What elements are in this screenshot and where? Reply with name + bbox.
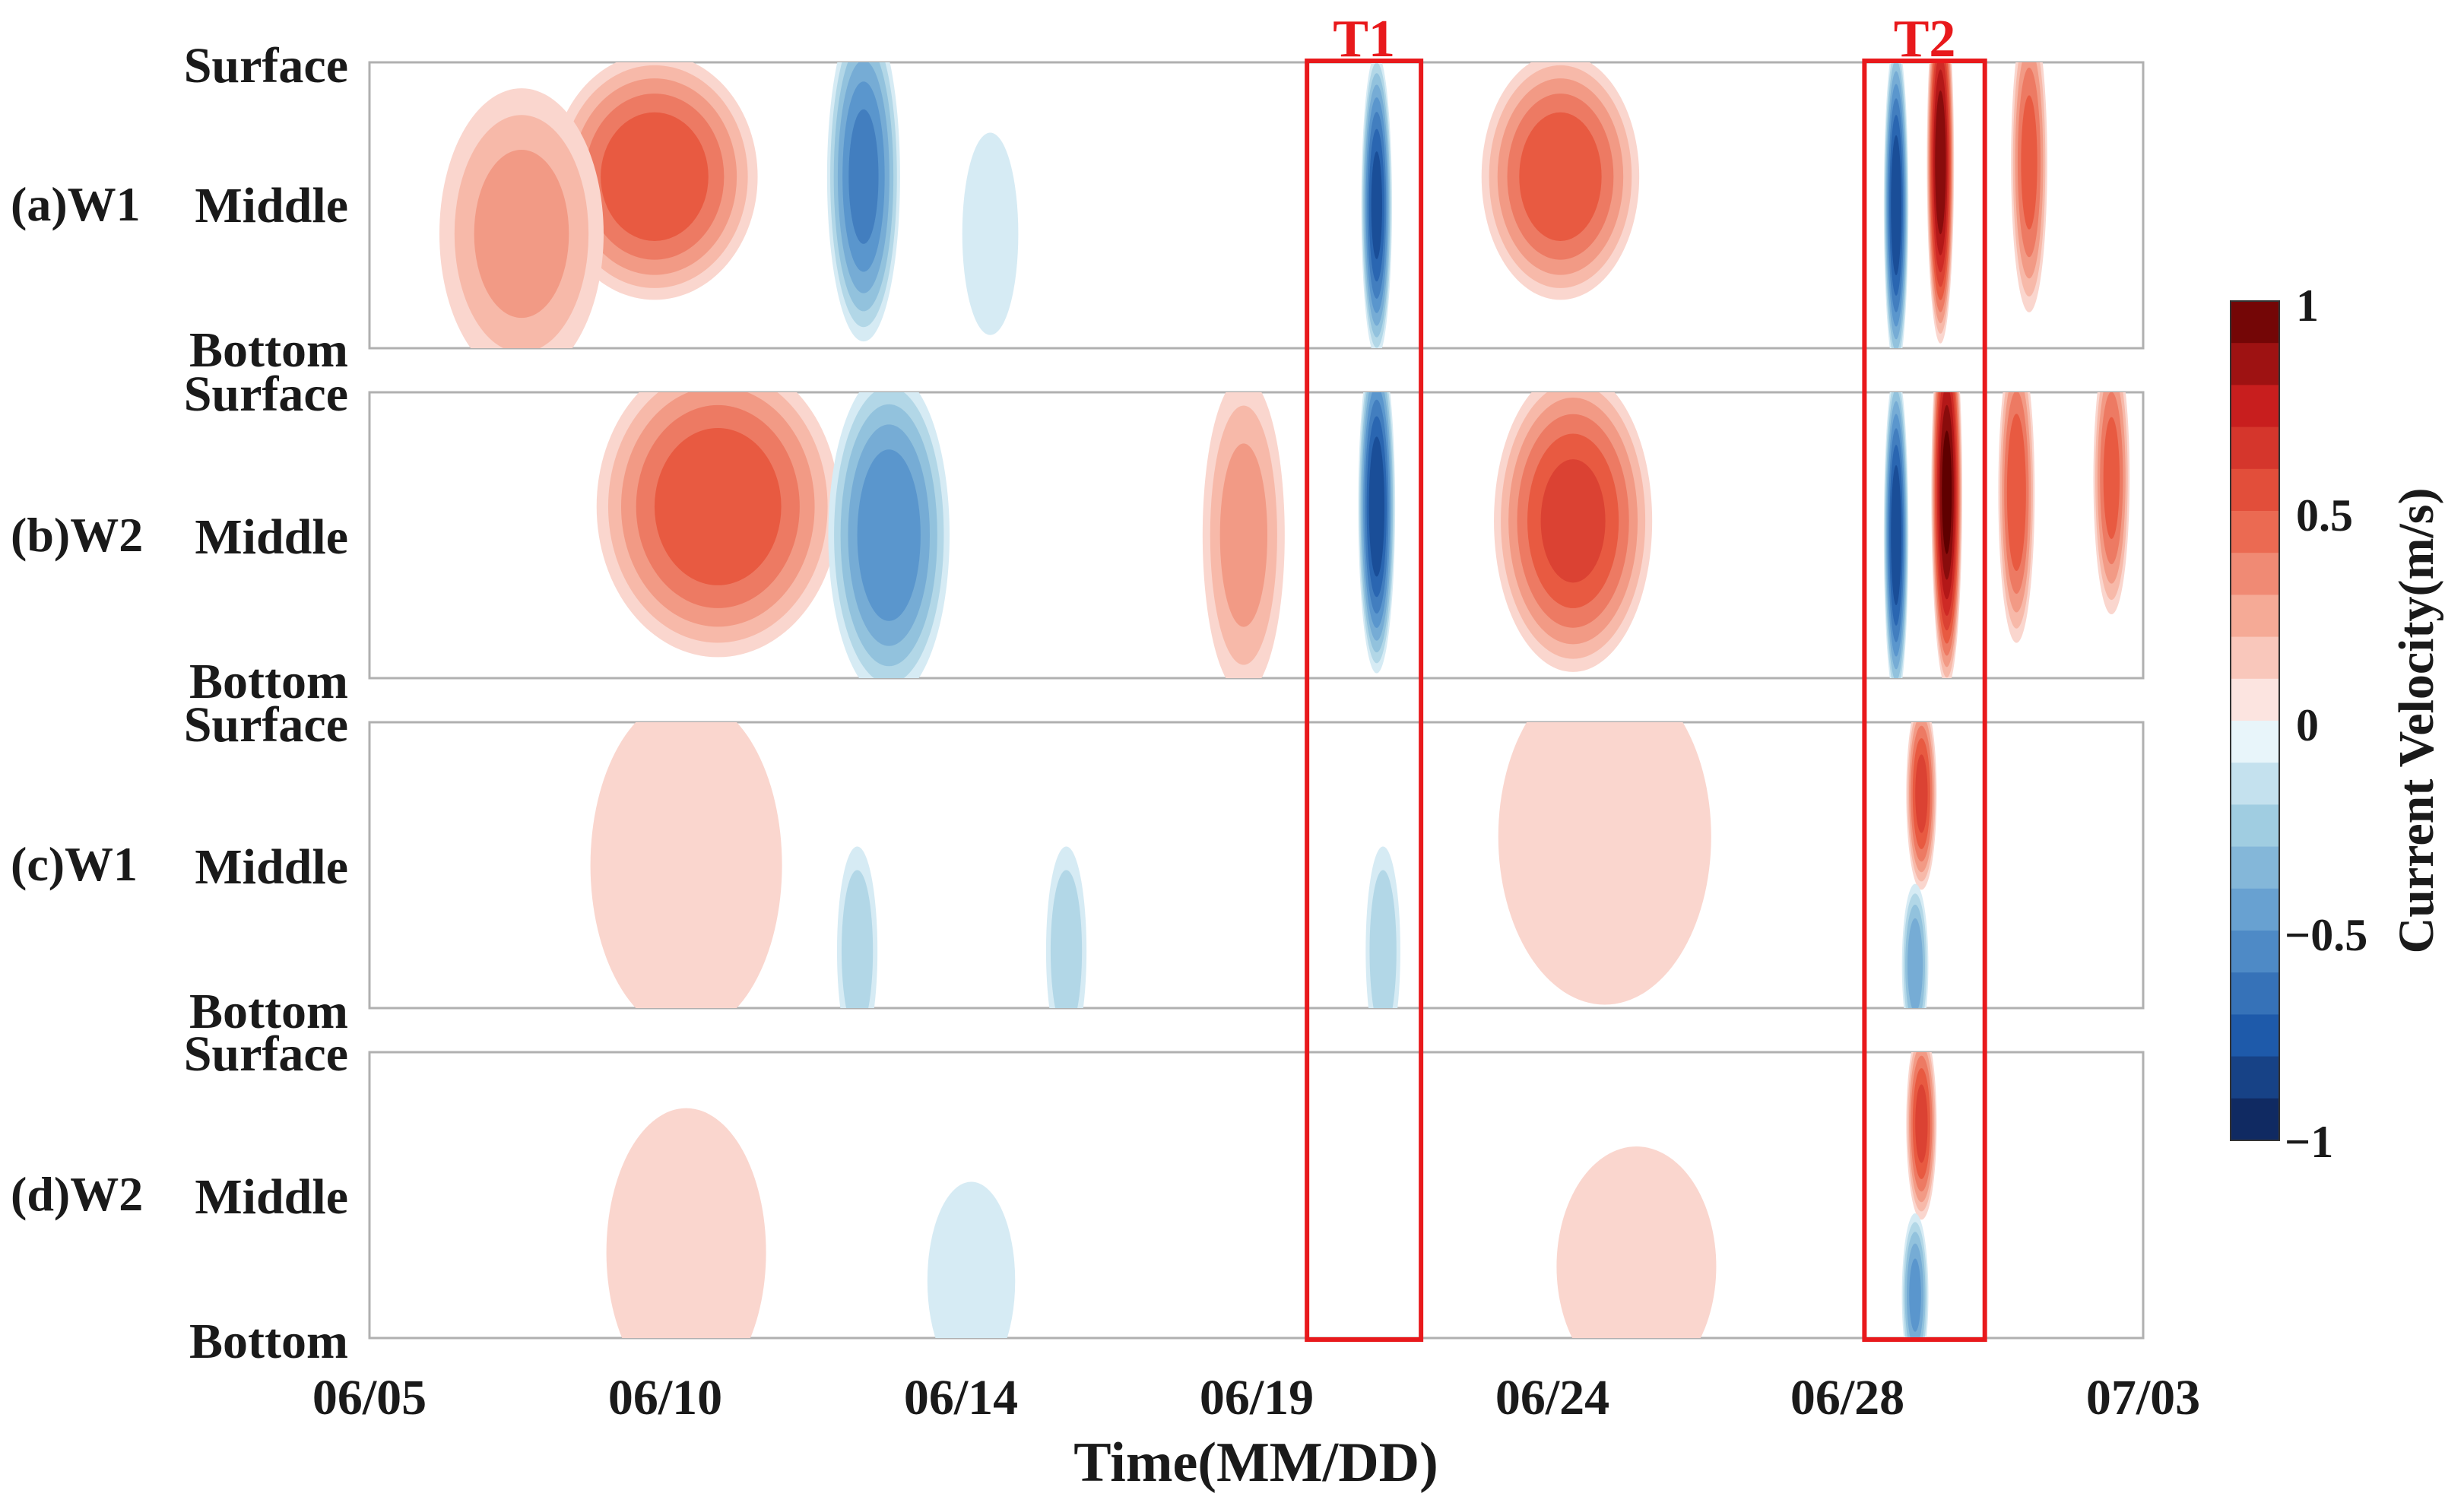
panel-c: (c)W1 Surface Middle Bottom bbox=[11, 697, 2145, 1039]
panel-c-ytick-middle: Middle bbox=[195, 839, 348, 895]
panel-b-contours bbox=[596, 392, 2130, 678]
colorbar-tick-label: −0.5 bbox=[2285, 910, 2367, 960]
x-tick-label: 06/10 bbox=[608, 1370, 722, 1425]
colorbar-level bbox=[2231, 972, 2279, 1015]
colorbar-frame bbox=[2230, 300, 2280, 1141]
colorbar-level bbox=[2231, 301, 2279, 344]
panel-a-label: (a)W1 bbox=[11, 177, 141, 231]
contour-level-c bbox=[1498, 722, 1711, 1005]
panel-d-ytick-bottom: Bottom bbox=[189, 1314, 348, 1369]
panel-d-contours bbox=[606, 1052, 1937, 1338]
panel-a: (a)W1 Surface Middle Bottom bbox=[11, 38, 2145, 378]
contour-level-b bbox=[1891, 465, 1901, 606]
contour-level-a bbox=[1519, 112, 1602, 241]
colorbar-level bbox=[2231, 1014, 2279, 1057]
panel-c-label: (c)W1 bbox=[11, 837, 138, 891]
panel-a-contours bbox=[439, 62, 2047, 348]
panel-b-ytick-bottom: Bottom bbox=[189, 654, 348, 709]
colorbar-level bbox=[2231, 468, 2279, 512]
highlight-label-t1: T1 bbox=[1333, 10, 1395, 68]
colorbar-level bbox=[2231, 343, 2279, 385]
x-tick-label: 07/03 bbox=[2086, 1370, 2200, 1425]
contour-level-c bbox=[1050, 870, 1083, 1008]
highlight-box-t1 bbox=[1305, 59, 1424, 1342]
panel-b-label: (b)W2 bbox=[11, 508, 143, 562]
contour-level-a bbox=[1891, 135, 1901, 276]
contour-level-b bbox=[1942, 430, 1952, 554]
panel-d-ytick-middle: Middle bbox=[195, 1169, 348, 1225]
panel-d-label: (d)W2 bbox=[11, 1167, 143, 1221]
contour-level-d bbox=[1556, 1146, 1717, 1338]
highlight-box-t2 bbox=[1862, 59, 1987, 1342]
colorbar: 1 0.5 0 −0.5 −1 Current Velocity(m/s) bbox=[2230, 281, 2444, 1167]
contour-level-c bbox=[1915, 754, 1928, 833]
panel-c-ytick-surface: Surface bbox=[184, 697, 348, 753]
colorbar-level bbox=[2231, 595, 2279, 638]
x-tick-label: 06/19 bbox=[1200, 1370, 1314, 1425]
highlight-boxes: T1 T2 bbox=[1305, 10, 1987, 1342]
contour-level-b bbox=[654, 428, 782, 585]
contour-level-a bbox=[1935, 90, 1946, 235]
panel-c-ytick-bottom: Bottom bbox=[189, 984, 348, 1039]
colorbar-tick-label: −1 bbox=[2285, 1117, 2333, 1167]
colorbar-title: Current Velocity(m/s) bbox=[2389, 488, 2444, 954]
x-axis: 06/05 06/10 06/14 06/19 06/24 06/28 07/0… bbox=[312, 1370, 2200, 1494]
x-tick-label: 06/24 bbox=[1495, 1370, 1609, 1425]
colorbar-level bbox=[2231, 385, 2279, 428]
contour-level-d bbox=[606, 1108, 766, 1338]
contour-level-a bbox=[2021, 95, 2037, 230]
colorbar-level bbox=[2231, 721, 2279, 763]
colorbar-level bbox=[2231, 1098, 2279, 1141]
contour-level-c bbox=[590, 722, 782, 1008]
x-tick-label: 06/14 bbox=[904, 1370, 1018, 1425]
contour-level-c bbox=[1907, 918, 1923, 1008]
x-tick-label: 06/05 bbox=[312, 1370, 427, 1425]
contour-level-c bbox=[841, 870, 874, 1008]
contour-level-b bbox=[1219, 443, 1268, 627]
panel-b-ytick-middle: Middle bbox=[195, 509, 348, 565]
highlight-label-t2: T2 bbox=[1894, 10, 1956, 68]
contour-level-b bbox=[1368, 436, 1385, 577]
colorbar-level bbox=[2231, 553, 2279, 595]
panel-a-ytick-middle: Middle bbox=[195, 178, 348, 233]
contour-level-b bbox=[1540, 459, 1606, 583]
contour-level-d bbox=[1915, 1084, 1928, 1163]
colorbar-tick-label: 1 bbox=[2296, 281, 2319, 331]
colorbar-level bbox=[2231, 804, 2279, 848]
contour-level-a bbox=[962, 132, 1019, 335]
panel-a-ytick-bottom: Bottom bbox=[189, 322, 348, 378]
colorbar-level bbox=[2231, 636, 2279, 680]
x-tick-label: 06/28 bbox=[1790, 1370, 1904, 1425]
contour-level-d bbox=[1909, 1258, 1921, 1332]
panel-d-ytick-surface: Surface bbox=[184, 1026, 348, 1082]
colorbar-level bbox=[2231, 1056, 2279, 1099]
colorbar-tick-label: 0 bbox=[2296, 700, 2319, 750]
colorbar-level bbox=[2231, 888, 2279, 931]
colorbar-level bbox=[2231, 931, 2279, 973]
colorbar-level bbox=[2231, 426, 2279, 470]
panel-c-contours bbox=[590, 722, 1937, 1008]
contour-level-a bbox=[601, 112, 709, 241]
panel-d: (d)W2 Surface Middle Bottom bbox=[11, 1026, 2145, 1369]
panel-b: (b)W2 Surface Middle Bottom bbox=[11, 366, 2145, 709]
contour-level-b bbox=[857, 449, 921, 621]
contour-level-a bbox=[1371, 151, 1382, 259]
colorbar-level bbox=[2231, 511, 2279, 553]
colorbar-levels bbox=[2231, 301, 2279, 1141]
panel-a-ytick-surface: Surface bbox=[184, 38, 348, 94]
x-axis-title: Time(MM/DD) bbox=[1073, 1432, 1438, 1494]
contour-level-c bbox=[1369, 870, 1397, 1008]
contour-level-a bbox=[474, 150, 569, 319]
panel-b-ytick-surface: Surface bbox=[184, 366, 348, 422]
contour-level-b bbox=[2006, 414, 2026, 571]
contour-level-a bbox=[848, 109, 879, 244]
contour-level-d bbox=[927, 1181, 1016, 1338]
colorbar-tick-label: 0.5 bbox=[2296, 490, 2353, 541]
contour-level-b bbox=[2103, 417, 2120, 539]
colorbar-level bbox=[2231, 763, 2279, 805]
colorbar-level bbox=[2231, 846, 2279, 889]
colorbar-level bbox=[2231, 678, 2279, 721]
